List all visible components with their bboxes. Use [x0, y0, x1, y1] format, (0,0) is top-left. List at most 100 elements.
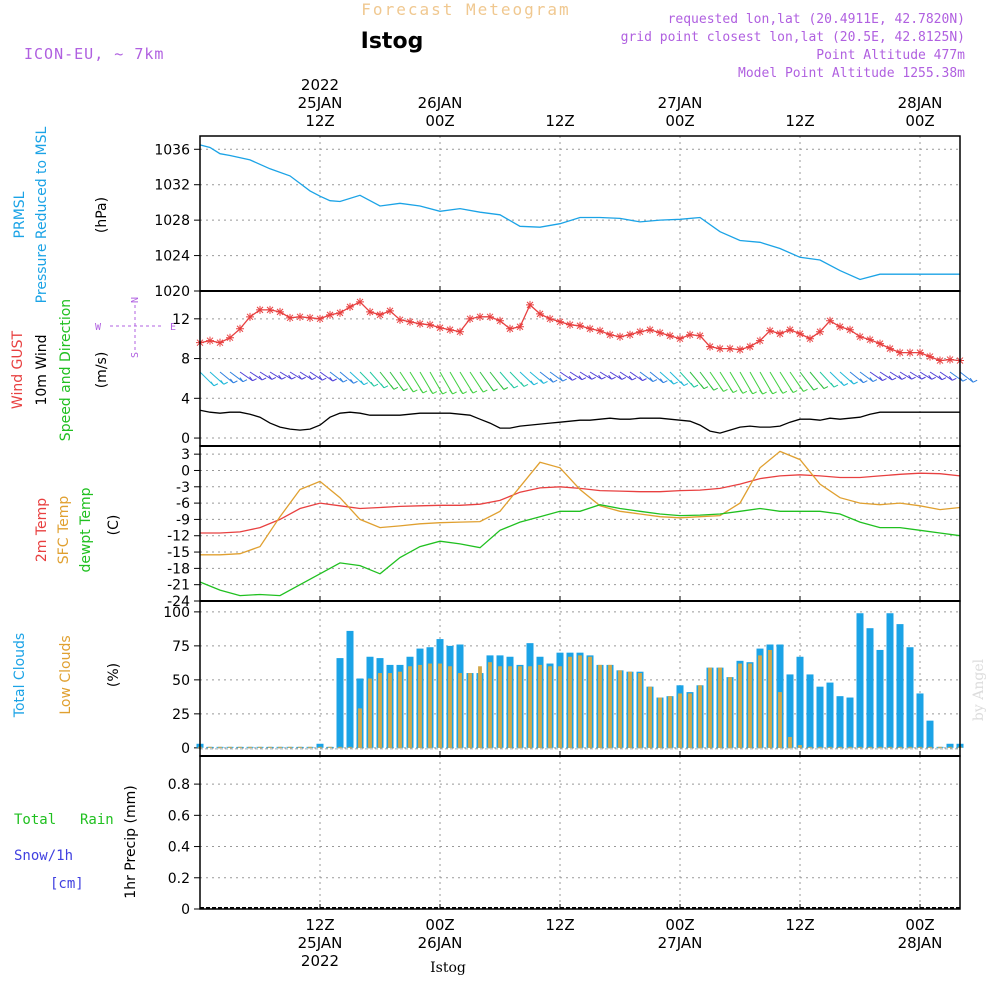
- clouds-bar-low-clouds: [948, 746, 952, 748]
- clouds-bar-low-clouds: [588, 656, 592, 748]
- clouds-bar-low-clouds: [858, 746, 862, 748]
- wind-arrow-head: [598, 374, 606, 380]
- clouds-bar-low-clouds: [918, 746, 922, 748]
- gust-marker: [316, 314, 324, 323]
- compass-east: E: [170, 322, 176, 333]
- clouds-bar-low-clouds: [778, 692, 782, 748]
- wind-arrow-head: [288, 374, 296, 380]
- gust-marker: [476, 312, 484, 321]
- gust-marker: [596, 326, 604, 335]
- gust-marker: [426, 320, 434, 329]
- station-title: Istog: [361, 29, 424, 54]
- gust-marker: [366, 307, 374, 316]
- wind-arrow-head: [869, 377, 878, 382]
- prmsl-desc-label: Pressure Reduced to MSL: [34, 126, 50, 303]
- temperature-ytick-label: -6: [176, 496, 190, 512]
- pressure-ytick-label: 1028: [154, 213, 190, 229]
- wind-arrow: [619, 371, 633, 381]
- wind10-label: 10m Wind: [34, 334, 50, 405]
- gust-marker: [386, 306, 394, 315]
- wind-arrow-head: [710, 385, 718, 391]
- gust-marker: [416, 319, 424, 328]
- clouds-ytick-label: 75: [172, 639, 190, 655]
- total-rain-label-rain: Rain: [80, 812, 114, 828]
- clouds-bar-low-clouds: [428, 663, 432, 748]
- t2m-label: 2m Temp: [34, 498, 50, 562]
- clouds-bar-low-clouds: [768, 649, 772, 748]
- compass-west: W: [95, 322, 102, 333]
- wind-arrow-head: [308, 375, 317, 381]
- wind-arrow-head: [439, 389, 447, 395]
- gust-marker: [486, 312, 494, 321]
- clouds-bar-total-clouds: [826, 682, 834, 748]
- clouds-bar-total-clouds: [836, 696, 844, 748]
- clouds-bar-low-clouds: [628, 671, 632, 748]
- wind-arrow-head: [329, 376, 337, 382]
- wind-arrow: [269, 371, 282, 380]
- wind-ytick-label: 0: [181, 431, 190, 447]
- precipitation-ytick-label: 0.8: [168, 777, 190, 793]
- model-label: ICON-EU, ~ 7km: [24, 45, 164, 63]
- temperature-ytick-label: -18: [167, 561, 190, 577]
- wind-arrow: [439, 371, 454, 395]
- bottom-time-label: 28JAN: [898, 934, 943, 952]
- gust-marker: [306, 313, 314, 322]
- clouds-bar-low-clouds: [818, 746, 822, 748]
- top-time-label: 27JAN: [658, 94, 703, 112]
- clouds-bar-low-clouds: [558, 666, 562, 748]
- gust-marker: [806, 334, 814, 343]
- compass-north: N: [130, 297, 141, 303]
- wind-arrow-head: [938, 375, 947, 381]
- clouds-bar-low-clouds: [758, 655, 762, 748]
- wind-arrow-head: [898, 375, 907, 380]
- gust-marker: [266, 305, 274, 314]
- wind-arrow: [249, 371, 263, 381]
- clouds-bar-total-clouds: [846, 697, 854, 748]
- wind-arrow-head: [390, 385, 399, 390]
- temperature-ytick-label: -12: [167, 529, 190, 545]
- wind-arrow-head: [210, 381, 219, 387]
- clouds-bar-low-clouds: [248, 746, 252, 748]
- wind-arrow-head: [400, 386, 408, 392]
- gust-marker: [916, 348, 924, 357]
- clouds-bar-low-clouds: [228, 746, 232, 748]
- wind-series-wind-gust: [199, 301, 961, 362]
- clouds-bar-low-clouds: [828, 746, 832, 748]
- temperature-series-sfc-temp: [200, 450, 961, 556]
- bottom-time-label: 00Z: [905, 916, 934, 934]
- gust-marker: [666, 331, 674, 340]
- gust-marker: [456, 327, 464, 336]
- wind-arrow-head: [830, 382, 839, 388]
- clouds-bar-low-clouds: [448, 666, 452, 748]
- wind-arrow-head: [220, 379, 228, 385]
- bottom-time-label: 26JAN: [418, 934, 463, 952]
- wind-arrow: [919, 371, 932, 380]
- gust-marker: [446, 325, 454, 334]
- wind-arrow-head: [749, 389, 757, 395]
- precipitation-panel: 0 0.2 0.4 0.6 0.8: [168, 755, 961, 918]
- wind-arrow: [519, 371, 535, 386]
- gust-marker: [296, 312, 304, 321]
- point-altitude: Point Altitude 477m: [816, 48, 965, 63]
- wind-arrow: [239, 371, 253, 382]
- wind-arrow-head: [229, 378, 238, 384]
- bottom-time-label: 25JAN: [298, 934, 343, 952]
- gust-marker: [906, 348, 914, 357]
- clouds-bar-low-clouds: [468, 673, 472, 748]
- wind-arrow-head: [618, 375, 627, 380]
- clouds-bar-low-clouds: [518, 666, 522, 748]
- clouds-bar-low-clouds: [878, 746, 882, 748]
- sfc-temp-label: SFC Temp: [56, 496, 72, 565]
- clouds-bar-low-clouds: [298, 746, 302, 748]
- wind-arrow-head: [700, 384, 709, 390]
- gust-marker: [716, 344, 724, 353]
- wind-arrow-head: [908, 374, 916, 380]
- temperature-ytick-label: 0: [181, 463, 190, 479]
- clouds-bar-total-clouds: [866, 628, 874, 748]
- gust-marker: [616, 332, 624, 341]
- clouds-bar-total-clouds: [886, 613, 894, 748]
- watermark: by Angel: [971, 658, 987, 721]
- wind-arrow: [549, 371, 564, 382]
